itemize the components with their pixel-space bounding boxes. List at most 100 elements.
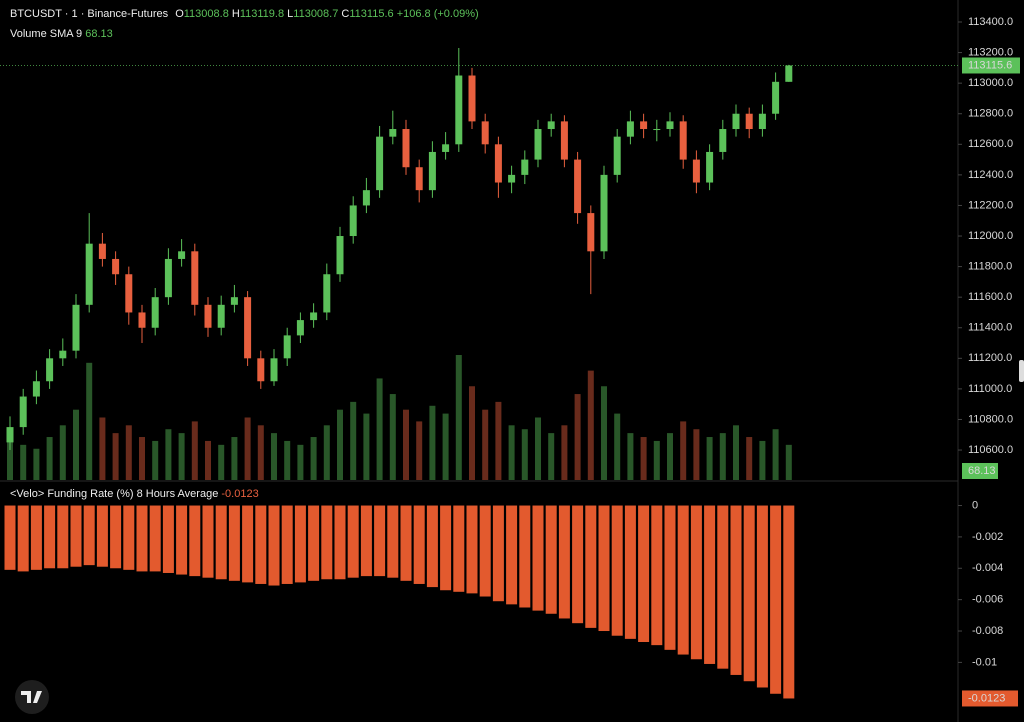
y-tick-label: 112400.0 <box>968 169 1013 181</box>
funding-bar <box>572 505 584 624</box>
volume-bar <box>403 409 409 480</box>
funding-bar <box>624 505 636 639</box>
last-value-label: -0.0123 <box>968 692 1005 704</box>
candle-body <box>442 144 450 152</box>
candle-body <box>626 121 634 137</box>
candle-body <box>521 159 529 175</box>
volume-bar <box>363 413 370 480</box>
y-tick-label: 111600.0 <box>968 291 1012 303</box>
ohlc-label: O <box>175 8 184 20</box>
funding-last: -0.0123 <box>221 488 258 500</box>
y-tick-label: 111400.0 <box>968 322 1012 334</box>
candle-body <box>6 427 14 443</box>
funding-bar <box>44 505 56 569</box>
ohlc-label: L <box>287 8 293 20</box>
funding-bar <box>136 505 148 572</box>
volume-bar <box>548 433 555 480</box>
volume-bar <box>244 417 251 480</box>
candle-body <box>191 251 199 305</box>
candle-body <box>349 205 357 237</box>
candle-body <box>534 129 542 160</box>
y-tick-label: 111000.0 <box>968 383 1012 395</box>
volume-bar <box>416 421 423 480</box>
volume-bar <box>429 405 436 480</box>
candle-body <box>125 274 133 313</box>
candle-body <box>481 121 489 145</box>
funding-bar <box>70 505 82 567</box>
volume-bar <box>125 425 132 480</box>
candle-body <box>785 65 793 82</box>
funding-bar <box>717 505 729 669</box>
volume-bar <box>587 370 594 480</box>
candle-body <box>428 151 436 191</box>
funding-bar <box>96 505 108 567</box>
funding-bar <box>756 505 768 688</box>
funding-bar <box>585 505 597 628</box>
funding-bar <box>704 505 716 664</box>
logo <box>15 680 49 714</box>
volume-bar <box>297 444 304 480</box>
candle-body <box>415 167 423 191</box>
volume-bar <box>455 355 462 480</box>
last-price-label: 113115.6 <box>968 59 1012 71</box>
volume-bar <box>33 448 40 480</box>
candle-body <box>230 297 238 305</box>
funding-bar <box>743 505 755 682</box>
y-tick-label: -0.002 <box>972 531 1003 543</box>
candle-body <box>323 274 331 313</box>
candle-body <box>653 129 661 131</box>
candle-body <box>270 358 278 382</box>
funding-bar <box>321 505 333 580</box>
y-tick-label: 113000.0 <box>968 77 1013 89</box>
candle-body <box>46 358 54 382</box>
volume-bar <box>350 401 357 480</box>
candle-body <box>32 381 40 397</box>
candle-body <box>257 358 265 382</box>
y-tick-label: -0.004 <box>972 562 1003 574</box>
volume-sma-box <box>962 463 998 479</box>
funding-bar <box>426 505 438 588</box>
funding-bar <box>611 505 623 636</box>
volume-bar <box>139 437 145 480</box>
candle-body <box>59 350 67 359</box>
funding-bar <box>4 505 16 570</box>
funding-bar <box>17 505 29 572</box>
ohlc-value: 113119.8 <box>240 8 284 20</box>
candle-body <box>640 121 648 130</box>
candle-body <box>666 121 674 130</box>
ohlc-value: 113008.8 <box>184 8 229 20</box>
volume-bar <box>152 440 159 480</box>
volume-bar <box>73 409 79 480</box>
volume-bar <box>99 417 106 480</box>
volume-bar <box>627 433 634 480</box>
y-tick-label: 113200.0 <box>968 46 1013 58</box>
candle-body <box>151 297 159 328</box>
funding-bar <box>638 505 650 642</box>
symbol-title: BTCUSDT · 1 · Binance-Futures <box>10 8 169 20</box>
volume-bar <box>746 437 753 480</box>
volume-bar <box>614 413 621 480</box>
candle-body <box>85 243 93 305</box>
funding-bar <box>149 505 161 572</box>
scroll-handle[interactable] <box>1019 360 1024 382</box>
candle-body <box>732 113 740 130</box>
volume-bar <box>495 401 502 480</box>
volume-bar <box>640 437 647 480</box>
volume-sma: 68.13 <box>85 28 113 40</box>
ohlc-label: H <box>232 8 240 20</box>
volume-bar <box>59 425 66 480</box>
volume-bar <box>178 433 185 480</box>
funding-bar <box>387 505 399 578</box>
funding-bar <box>453 505 465 592</box>
funding-bar <box>532 505 544 611</box>
volume-bar <box>20 444 27 480</box>
funding-bar <box>176 505 188 575</box>
y-tick-label: 112000.0 <box>968 230 1013 242</box>
funding-bar <box>281 505 293 584</box>
volume-bar <box>482 409 489 480</box>
funding-bar <box>360 505 372 577</box>
volume-bar <box>218 444 225 480</box>
volume-bar <box>693 429 700 480</box>
